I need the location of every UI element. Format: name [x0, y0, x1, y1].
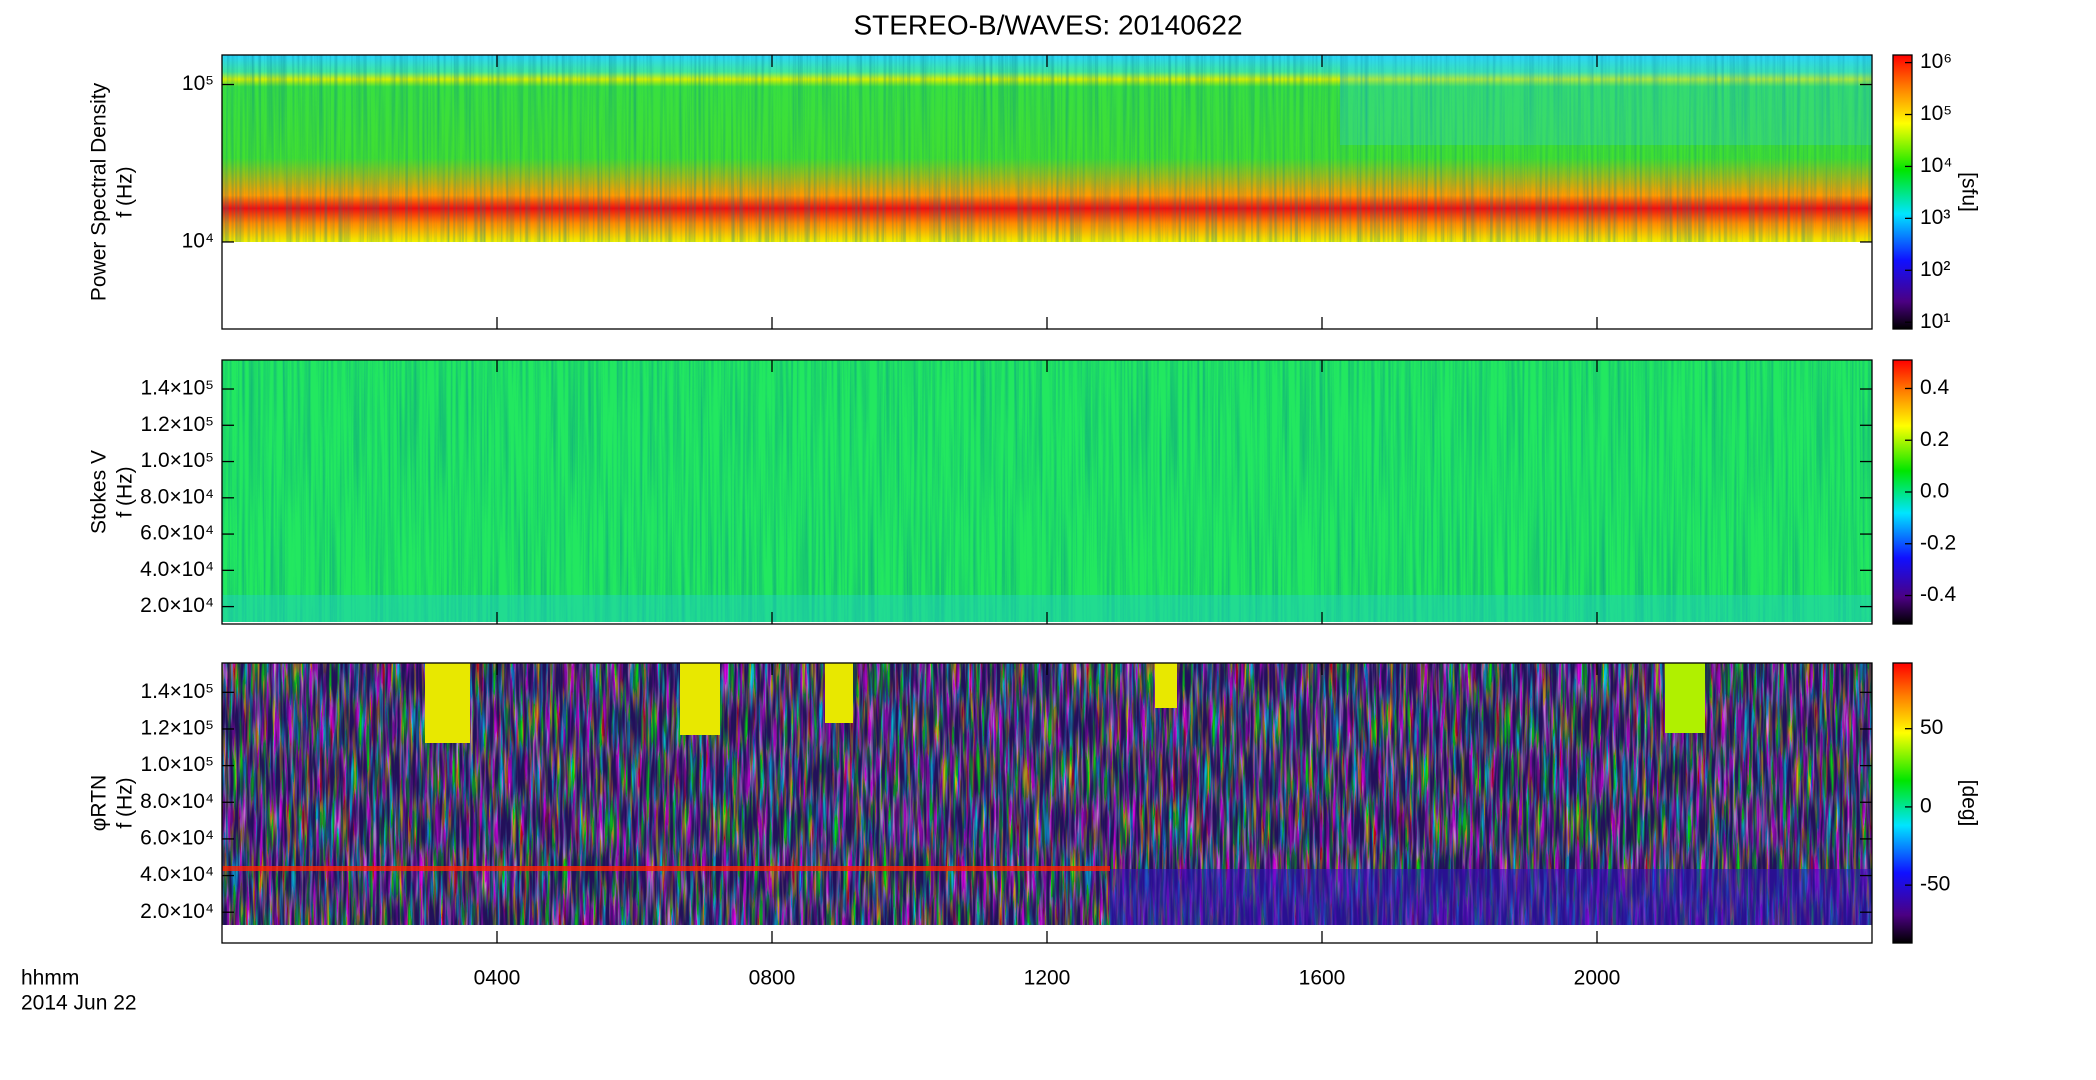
colorbar	[1892, 54, 1913, 330]
colorbar-tick-label: 10⁶	[1920, 50, 1952, 73]
y-tick-label: 1.2×10⁵	[140, 413, 214, 436]
y-tick-label: 6.0×10⁴	[140, 826, 214, 849]
y-tick-label: 1.4×10⁵	[140, 377, 214, 400]
colorbar-tick-label: 10⁴	[1920, 154, 1952, 177]
y-axis-label: f (Hz)	[114, 777, 137, 828]
y-tick-label: 6.0×10⁴	[140, 522, 214, 545]
y-axis-label: φRTN	[88, 775, 111, 831]
colorbar-tick-label: 10⁵	[1920, 102, 1952, 125]
colorbar-tick-label: -50	[1920, 873, 1950, 896]
y-axis-label: f (Hz)	[114, 166, 137, 217]
colorbar-label: [sfu]	[1957, 172, 1980, 212]
colorbar-tick-label: 50	[1920, 716, 1943, 739]
y-tick-label: 2.0×10⁴	[140, 594, 214, 617]
y-tick-label: 8.0×10⁴	[140, 485, 214, 508]
colorbar-tick-label: 10¹	[1920, 310, 1950, 333]
colorbar-tick-label: 0	[1920, 794, 1932, 817]
x-axis-label: 2014 Jun 22	[21, 992, 137, 1015]
y-tick-label: 10⁵	[182, 72, 214, 95]
chart-title: STEREO-B/WAVES: 20140622	[853, 9, 1242, 40]
y-tick-label: 1.0×10⁵	[140, 449, 214, 472]
y-tick-label: 1.4×10⁵	[140, 680, 214, 703]
colorbar-label: [deg]	[1957, 780, 1980, 827]
x-tick-label: 0800	[749, 967, 796, 990]
x-tick-label: 1600	[1299, 967, 1346, 990]
colorbar-tick-label: 10²	[1920, 258, 1950, 281]
spectrogram-image	[222, 663, 1872, 925]
colorbar-tick-label: 0.0	[1920, 480, 1949, 503]
y-tick-label: 4.0×10⁴	[140, 863, 214, 886]
colorbar-tick-label: 10³	[1920, 206, 1950, 229]
spectrogram-image	[222, 55, 1872, 242]
y-tick-label: 1.2×10⁵	[140, 717, 214, 740]
y-tick-label: 2.0×10⁴	[140, 900, 214, 923]
colorbar-tick-label: -0.4	[1920, 583, 1957, 606]
colorbar-tick-label: 0.4	[1920, 376, 1950, 399]
colorbar-tick-label: -0.2	[1920, 531, 1956, 554]
x-tick-label: 0400	[474, 967, 521, 990]
y-tick-label: 8.0×10⁴	[140, 790, 214, 813]
y-tick-label: 10⁴	[182, 230, 214, 253]
x-tick-label: 2000	[1574, 967, 1621, 990]
y-axis-label: Power Spectral Density	[88, 82, 111, 301]
y-tick-label: 4.0×10⁴	[140, 558, 214, 581]
x-tick-label: 1200	[1024, 967, 1071, 990]
y-tick-label: 1.0×10⁵	[140, 753, 214, 776]
y-axis-label: Stokes V	[88, 450, 111, 534]
y-axis-label: f (Hz)	[114, 466, 137, 517]
colorbar-tick-label: 0.2	[1920, 428, 1949, 451]
spectrogram-image	[222, 360, 1872, 622]
colorbar	[1892, 662, 1913, 944]
x-axis-label: hhmm	[21, 967, 79, 990]
